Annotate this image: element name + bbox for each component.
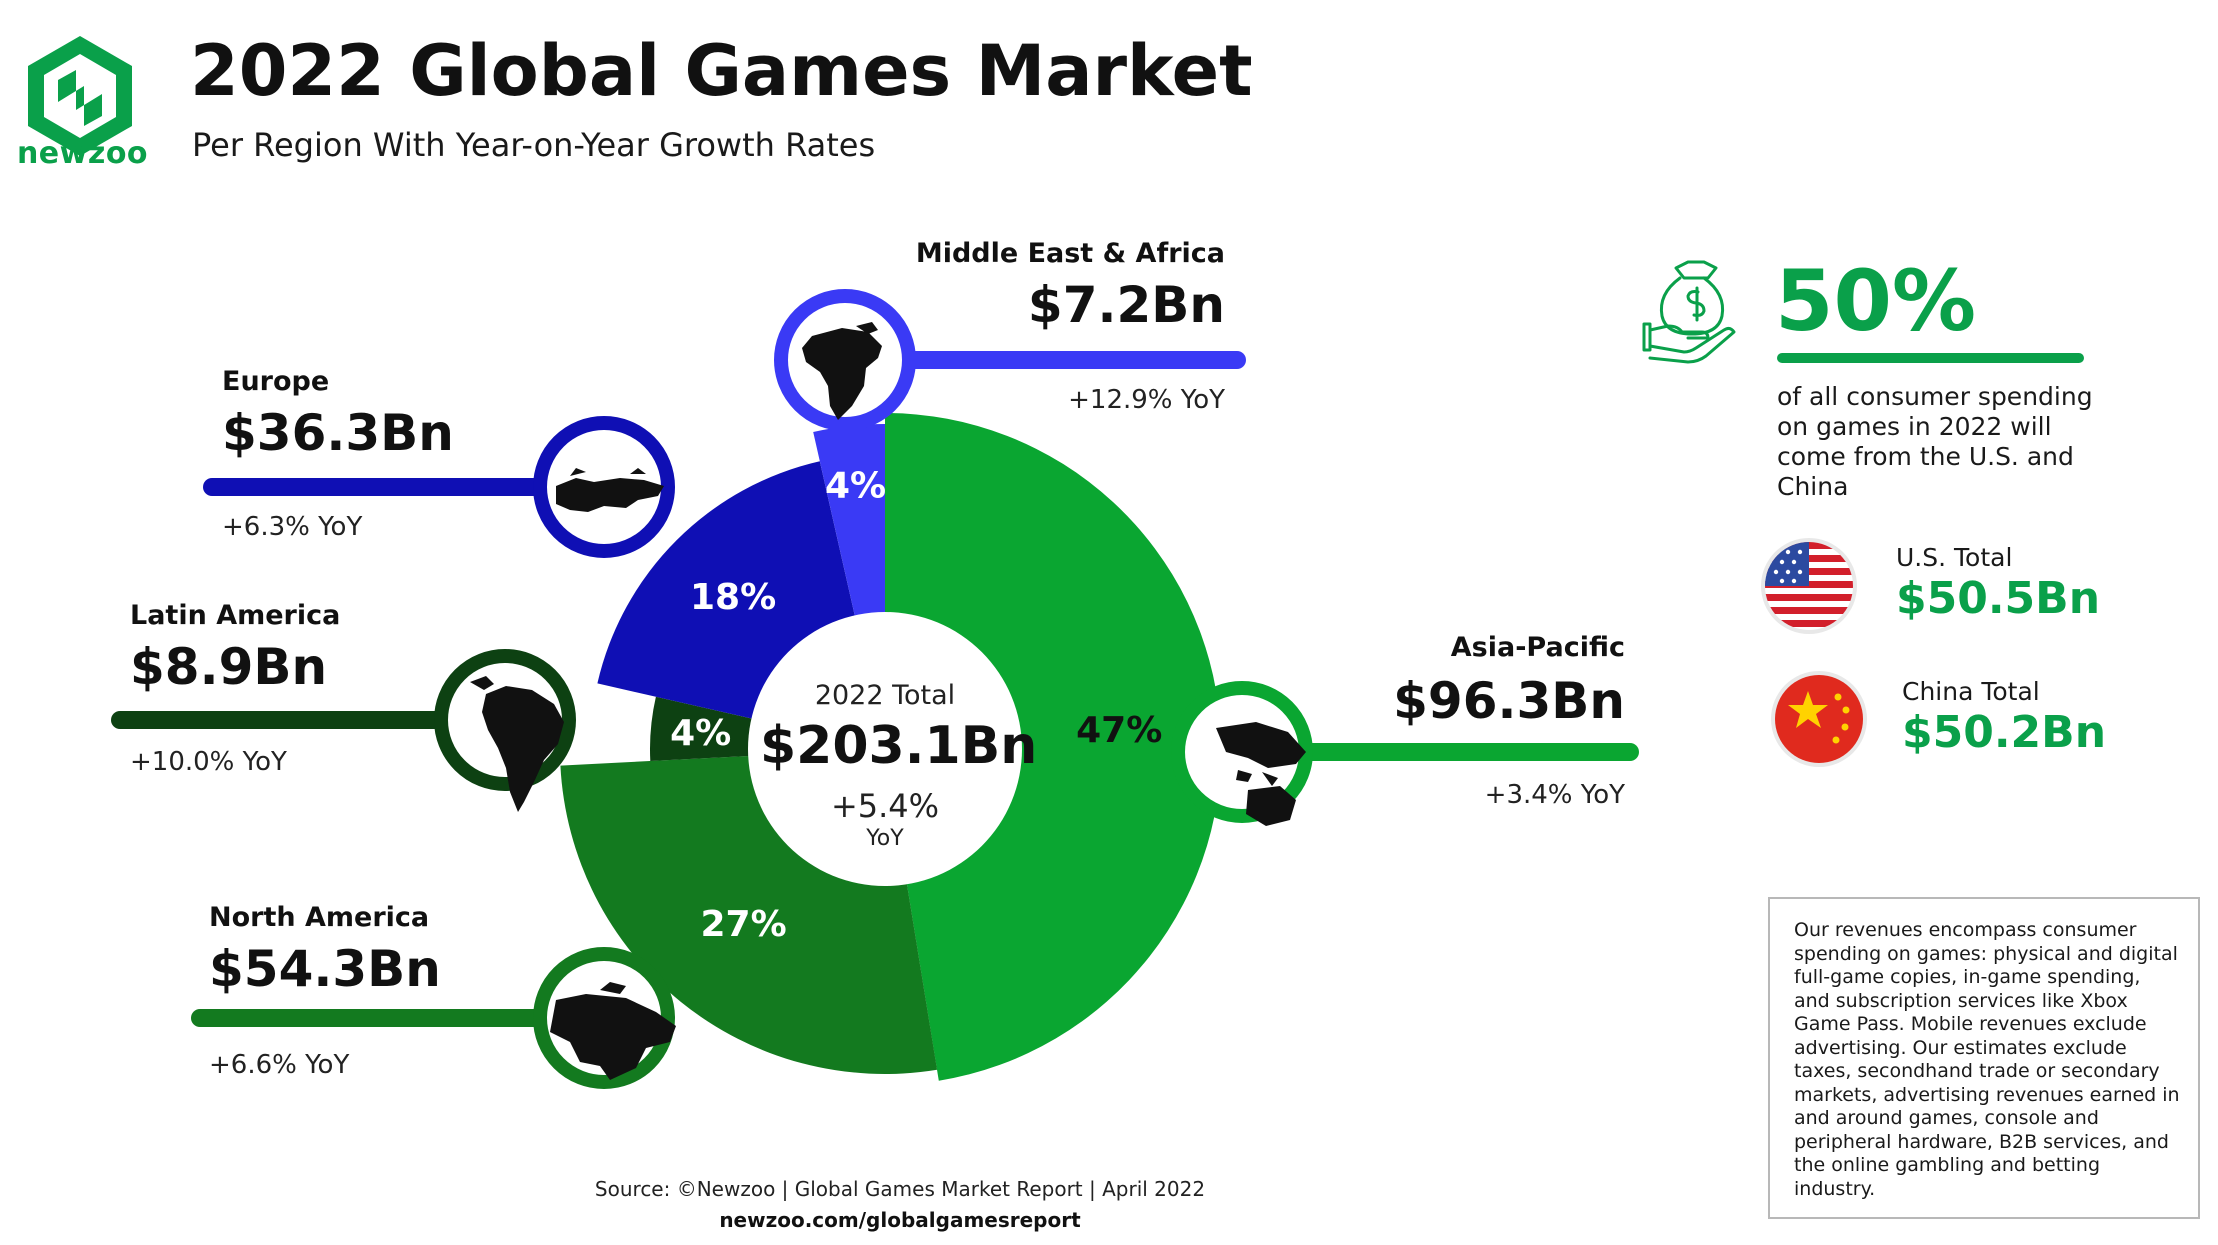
- china-total-label: China Total: [1902, 677, 2040, 706]
- region-yoy-europe: +6.3% YoY: [222, 512, 363, 542]
- slice-label-latam: 4%: [670, 713, 731, 754]
- region-yoy-latam: +10.0% YoY: [130, 747, 287, 777]
- center-total-growth-unit: YoY: [866, 826, 904, 851]
- slice-label-na: 27%: [701, 904, 787, 945]
- region-yoy-apac: +3.4% YoY: [1484, 780, 1625, 810]
- us-total-label: U.S. Total: [1896, 543, 2013, 572]
- highlight-description: of all consumer spending on games in 202…: [1777, 382, 2093, 501]
- highlight-underline: [1777, 353, 2084, 363]
- donut-center: [748, 612, 1022, 886]
- slice-labels: 47% 27% 4% 18% 4%: [670, 466, 1162, 945]
- north-america-map-icon: [550, 982, 676, 1080]
- region-name-na: North America: [209, 902, 430, 933]
- region-value-mea: $7.2Bn: [1027, 276, 1225, 334]
- europe-map-icon: [556, 468, 664, 512]
- center-total-label: 2022 Total: [814, 680, 956, 711]
- region-name-mea: Middle East & Africa: [915, 238, 1225, 269]
- source-url: newzoo.com/globalgamesreport: [719, 1208, 1081, 1232]
- region-value-europe: $36.3Bn: [222, 404, 454, 462]
- region-yoy-na: +6.6% YoY: [209, 1050, 350, 1080]
- china-flag-icon: [1771, 671, 1867, 767]
- oceania-map-icon: [1216, 722, 1306, 826]
- chart-subtitle: Per Region With Year-on-Year Growth Rate…: [192, 126, 876, 164]
- center-total-growth: +5.4%: [830, 787, 940, 825]
- south-america-map-icon: [470, 676, 564, 812]
- money-bag-hand-icon: [1642, 260, 1736, 364]
- slice-label-mea: 4%: [825, 466, 886, 507]
- us-total-value: $50.5Bn: [1896, 573, 2101, 624]
- region-name-latam: Latin America: [130, 600, 341, 631]
- us-flag-icon: [1761, 538, 1857, 634]
- source-text: Source: ©Newzoo | Global Games Market Re…: [594, 1177, 1206, 1201]
- region-value-latam: $8.9Bn: [130, 638, 328, 696]
- region-value-na: $54.3Bn: [209, 940, 441, 998]
- china-total-value: $50.2Bn: [1902, 707, 2107, 758]
- slice-label-apac: 47%: [1076, 710, 1162, 751]
- methodology-note: Our revenues encompass consumer spending…: [1768, 897, 2200, 1219]
- region-name-apac: Asia-Pacific: [1450, 632, 1625, 663]
- center-total-value: $203.1Bn: [760, 716, 1038, 776]
- region-name-europe: Europe: [222, 366, 330, 397]
- africa-map-icon: [802, 322, 882, 420]
- chart-title: 2022 Global Games Market: [190, 30, 1253, 112]
- newzoo-logo: [20, 28, 140, 178]
- logo-text: newzoo: [16, 136, 149, 171]
- region-yoy-mea: +12.9% YoY: [1068, 385, 1225, 415]
- highlight-percent: 50%: [1775, 252, 1977, 350]
- slice-label-europe: 18%: [690, 577, 776, 618]
- slice-apac: [885, 412, 1222, 1081]
- region-value-apac: $96.3Bn: [1393, 672, 1625, 730]
